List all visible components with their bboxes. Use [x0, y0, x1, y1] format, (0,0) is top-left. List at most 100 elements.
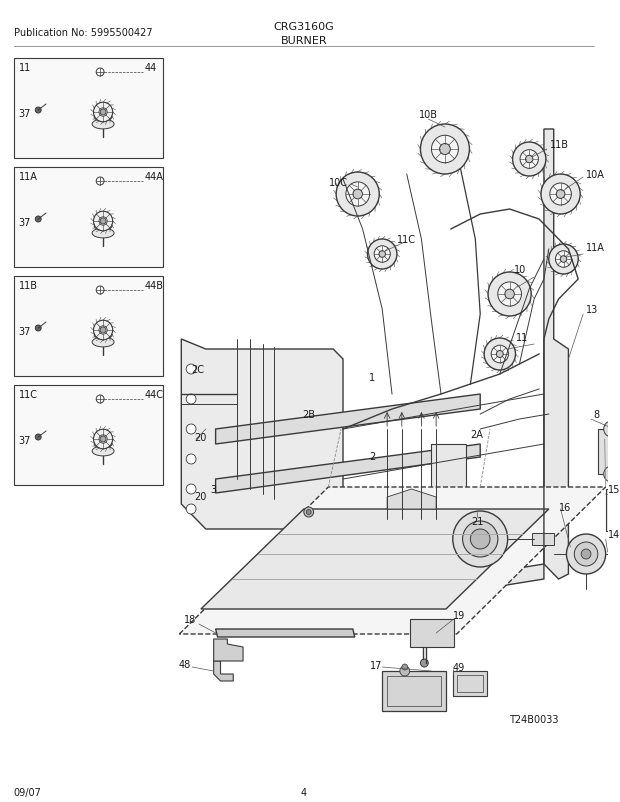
- Text: 10B: 10B: [418, 110, 438, 119]
- Circle shape: [420, 125, 469, 175]
- Circle shape: [505, 290, 515, 299]
- Circle shape: [94, 321, 113, 340]
- Text: 10: 10: [513, 265, 526, 274]
- Bar: [532, 533, 554, 545]
- Ellipse shape: [92, 120, 114, 130]
- Polygon shape: [181, 339, 343, 529]
- Polygon shape: [216, 630, 355, 638]
- Text: 48: 48: [179, 659, 191, 669]
- Text: 37: 37: [19, 217, 31, 228]
- Text: 11C: 11C: [397, 235, 416, 245]
- Circle shape: [541, 175, 580, 215]
- Polygon shape: [214, 661, 233, 681]
- Bar: [457, 675, 483, 692]
- Circle shape: [94, 103, 113, 123]
- Polygon shape: [214, 639, 243, 661]
- Circle shape: [420, 659, 428, 667]
- Bar: [453, 671, 487, 696]
- Circle shape: [440, 144, 450, 156]
- Bar: [14, 277, 162, 376]
- Circle shape: [498, 282, 521, 306]
- Text: 49: 49: [453, 662, 465, 672]
- Circle shape: [96, 178, 104, 186]
- Circle shape: [497, 351, 503, 358]
- Circle shape: [186, 365, 196, 375]
- Bar: [432, 444, 466, 500]
- Text: 18: 18: [184, 614, 196, 624]
- Circle shape: [35, 326, 41, 331]
- Ellipse shape: [92, 229, 114, 239]
- Circle shape: [94, 212, 113, 232]
- Circle shape: [186, 455, 196, 464]
- Circle shape: [353, 190, 363, 200]
- Text: 11B: 11B: [550, 140, 569, 150]
- Text: 2A: 2A: [471, 429, 484, 439]
- Circle shape: [432, 136, 458, 164]
- Circle shape: [35, 435, 41, 440]
- Circle shape: [306, 510, 311, 515]
- Text: 16: 16: [559, 502, 571, 512]
- Bar: [598, 429, 620, 475]
- Circle shape: [556, 252, 572, 268]
- Circle shape: [581, 549, 591, 559]
- Circle shape: [304, 508, 314, 517]
- Bar: [410, 619, 454, 647]
- Circle shape: [453, 512, 508, 567]
- Text: 2B: 2B: [302, 410, 315, 419]
- Ellipse shape: [94, 223, 112, 230]
- Circle shape: [513, 143, 546, 176]
- Circle shape: [550, 184, 572, 206]
- Bar: [14, 386, 162, 485]
- Circle shape: [604, 422, 619, 437]
- Text: 37: 37: [19, 326, 31, 337]
- Text: T24B0033: T24B0033: [509, 714, 559, 724]
- Circle shape: [186, 484, 196, 494]
- Text: 11: 11: [515, 333, 528, 342]
- Circle shape: [100, 436, 106, 443]
- Text: 37: 37: [19, 109, 31, 119]
- Circle shape: [96, 69, 104, 77]
- Text: 21: 21: [471, 516, 484, 526]
- Circle shape: [186, 395, 196, 404]
- Ellipse shape: [94, 114, 112, 122]
- Circle shape: [35, 217, 41, 223]
- Circle shape: [186, 504, 196, 514]
- Ellipse shape: [92, 447, 114, 456]
- Circle shape: [100, 327, 106, 334]
- Text: 2: 2: [370, 452, 376, 461]
- Text: 20: 20: [194, 492, 206, 501]
- Text: 15: 15: [608, 484, 620, 494]
- Text: 44C: 44C: [145, 390, 164, 399]
- Polygon shape: [179, 488, 606, 634]
- Circle shape: [368, 240, 397, 269]
- Text: 10A: 10A: [586, 170, 605, 180]
- Bar: [609, 493, 620, 528]
- Circle shape: [96, 286, 104, 294]
- Text: 09/07: 09/07: [14, 787, 42, 797]
- Circle shape: [99, 435, 107, 444]
- Circle shape: [186, 424, 196, 435]
- Circle shape: [463, 521, 498, 557]
- Circle shape: [379, 251, 386, 258]
- Circle shape: [402, 664, 408, 670]
- Text: 14: 14: [608, 529, 620, 539]
- Text: 3: 3: [211, 484, 217, 494]
- Text: 8: 8: [593, 410, 599, 419]
- Polygon shape: [387, 489, 436, 509]
- Polygon shape: [544, 130, 569, 579]
- Text: 11C: 11C: [19, 390, 38, 399]
- Circle shape: [35, 107, 41, 114]
- Bar: [387, 676, 441, 706]
- Text: 37: 37: [19, 435, 31, 445]
- Ellipse shape: [92, 338, 114, 347]
- Polygon shape: [201, 509, 549, 610]
- Text: 11: 11: [19, 63, 31, 73]
- Ellipse shape: [94, 440, 112, 448]
- Circle shape: [567, 534, 606, 574]
- Bar: [606, 489, 620, 532]
- Text: 11A: 11A: [19, 172, 37, 182]
- Circle shape: [400, 666, 410, 676]
- Circle shape: [616, 549, 620, 561]
- Circle shape: [94, 430, 113, 449]
- Text: 17: 17: [370, 660, 382, 670]
